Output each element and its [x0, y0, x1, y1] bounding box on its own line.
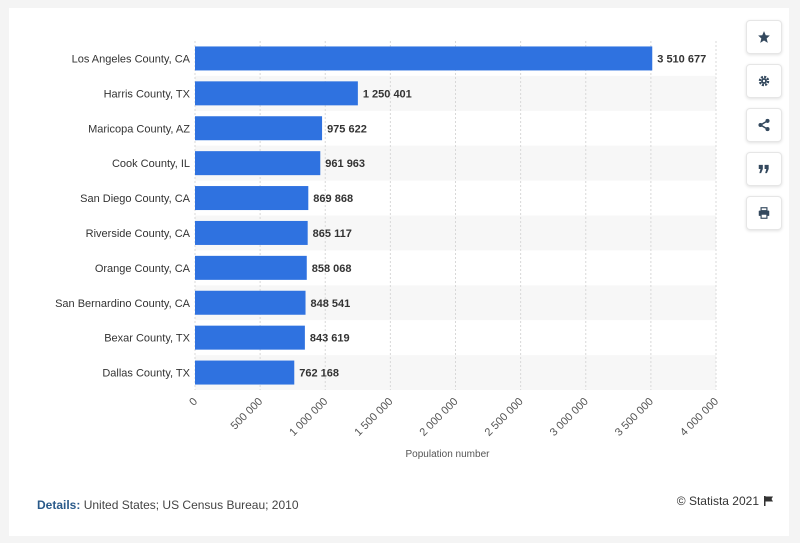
tick-label: 1 500 000 — [352, 396, 395, 439]
details-text: United States; US Census Bureau; 2010 — [83, 498, 299, 512]
value-label: 865 117 — [313, 228, 352, 240]
tick-label: 2 500 000 — [483, 396, 526, 439]
category-label: San Bernardino County, CA — [55, 298, 191, 310]
gear-icon — [758, 75, 770, 87]
tick-label: 0 — [187, 396, 200, 409]
value-label: 843 619 — [310, 333, 350, 345]
bar — [195, 81, 358, 106]
details-note: Details: United States; US Census Bureau… — [37, 498, 299, 512]
bar — [195, 255, 307, 280]
bar — [195, 360, 295, 385]
tick-label: 3 000 000 — [548, 396, 591, 439]
value-label: 848 541 — [311, 298, 351, 310]
value-label: 975 622 — [327, 123, 367, 135]
flag-icon — [764, 496, 773, 506]
category-label: Los Angeles County, CA — [72, 53, 191, 65]
value-label: 858 068 — [312, 263, 352, 275]
sidebar-toolbar — [746, 20, 782, 240]
statista-credit[interactable]: © Statista 2021 — [677, 494, 775, 508]
value-label: 961 963 — [325, 158, 365, 170]
category-label: Maricopa County, AZ — [88, 123, 190, 135]
category-label: Harris County, TX — [104, 88, 191, 100]
category-label: Orange County, CA — [95, 263, 191, 275]
credit-text: © Statista 2021 — [676, 494, 759, 508]
tick-label: 4 000 000 — [678, 396, 721, 439]
settings-button[interactable] — [746, 64, 782, 98]
value-label: 869 868 — [313, 193, 353, 205]
x-axis-title: Population number — [406, 449, 491, 460]
chart-card: Los Angeles County, CA 3 510 677 Harris Co… — [9, 8, 789, 536]
category-label: San Diego County, CA — [80, 193, 191, 205]
value-label: 3 510 677 — [657, 53, 706, 65]
bar — [195, 325, 305, 350]
tick-label: 1 000 000 — [287, 396, 330, 439]
bar-chart: Los Angeles County, CA 3 510 677 Harris Co… — [55, 41, 721, 460]
value-label: 762 168 — [299, 368, 339, 380]
tick-label: 500 000 — [229, 396, 266, 433]
tick-label: 3 500 000 — [613, 396, 656, 439]
bar — [195, 186, 309, 211]
bar — [195, 151, 321, 176]
details-label: Details: — [37, 498, 81, 512]
print-button[interactable] — [746, 196, 782, 230]
star-icon — [758, 31, 770, 43]
bar — [195, 220, 308, 245]
share-button[interactable] — [746, 108, 782, 142]
cite-button[interactable] — [746, 152, 782, 186]
favorite-button[interactable] — [746, 20, 782, 54]
quote-icon — [758, 164, 769, 174]
value-label: 1 250 401 — [363, 88, 412, 100]
bar — [195, 290, 306, 315]
bar — [195, 116, 323, 141]
tick-label: 2 000 000 — [418, 396, 461, 439]
share-icon — [758, 118, 770, 132]
category-label: Riverside County, CA — [86, 228, 191, 240]
bar — [195, 46, 653, 71]
category-label: Cook County, IL — [112, 158, 190, 170]
category-label: Bexar County, TX — [104, 333, 190, 345]
category-label: Dallas County, TX — [102, 368, 190, 380]
print-icon — [758, 207, 770, 219]
